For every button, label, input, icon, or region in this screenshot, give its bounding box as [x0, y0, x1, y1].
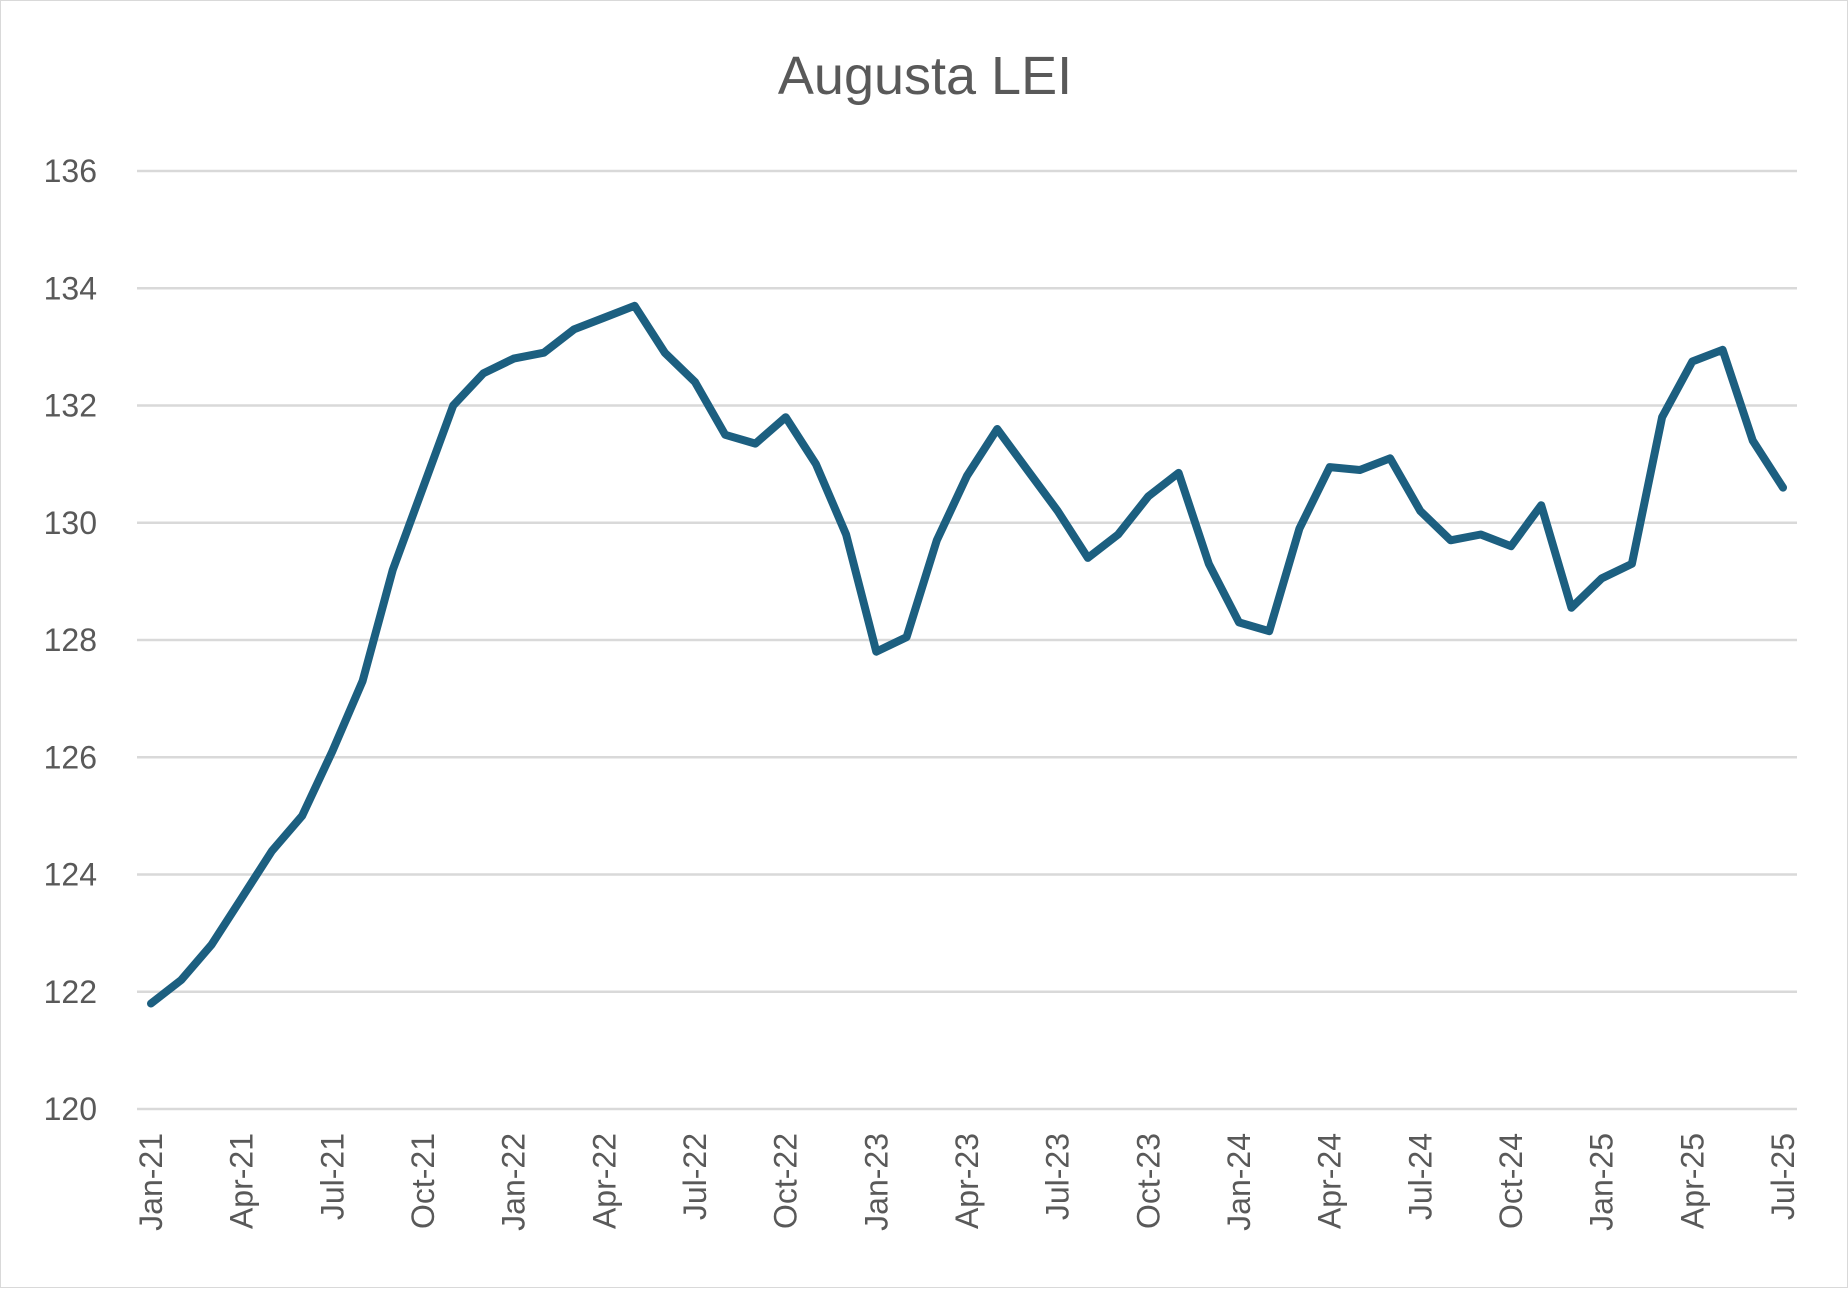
y-tick-label: 124: [44, 857, 97, 893]
y-tick-label: 130: [44, 505, 97, 541]
x-tick-label: Jan-24: [1221, 1133, 1257, 1231]
series-line: [147, 301, 1787, 1008]
x-tick-label: Oct-22: [768, 1133, 804, 1229]
x-tick-label: Oct-21: [405, 1133, 441, 1229]
x-tick-label: Jan-25: [1584, 1133, 1620, 1231]
x-tick-label: Jan-21: [133, 1133, 169, 1231]
y-tick-label: 136: [44, 153, 97, 189]
x-tick-label: Oct-24: [1493, 1133, 1529, 1229]
x-tick-label: Apr-23: [949, 1133, 985, 1229]
x-tick-label: Jan-23: [858, 1133, 894, 1231]
series-layer: [147, 301, 1787, 1008]
gridlines: [137, 169, 1797, 1111]
y-axis-tick-labels: 120 122 124 126 128 130 132 134 136: [44, 153, 97, 1127]
y-tick-label: 128: [44, 622, 97, 658]
x-tick-label: Jan-22: [496, 1133, 532, 1231]
y-tick-label: 122: [44, 974, 97, 1010]
x-tick-label: Jul-25: [1765, 1133, 1801, 1220]
x-tick-label: Jul-22: [677, 1133, 713, 1220]
x-tick-label: Apr-22: [586, 1133, 622, 1229]
y-tick-label: 134: [44, 270, 97, 306]
x-tick-label: Apr-25: [1674, 1133, 1710, 1229]
x-axis-tick-labels: Jan-21 Apr-21 Jul-21 Oct-21 Jan-22 Apr-22 Jul-…: [133, 1133, 1801, 1231]
x-tick-label: Apr-24: [1312, 1133, 1348, 1229]
x-tick-label: Apr-21: [224, 1133, 260, 1229]
x-tick-label: Jul-23: [1040, 1133, 1076, 1220]
x-tick-label: Jul-24: [1402, 1133, 1438, 1220]
x-tick-label: Oct-23: [1130, 1133, 1166, 1229]
chart-title: Augusta LEI: [778, 46, 1072, 106]
y-tick-label: 132: [44, 388, 97, 424]
x-tick-label: Jul-21: [314, 1133, 350, 1220]
y-tick-label: 126: [44, 739, 97, 775]
y-tick-label: 120: [44, 1091, 97, 1127]
